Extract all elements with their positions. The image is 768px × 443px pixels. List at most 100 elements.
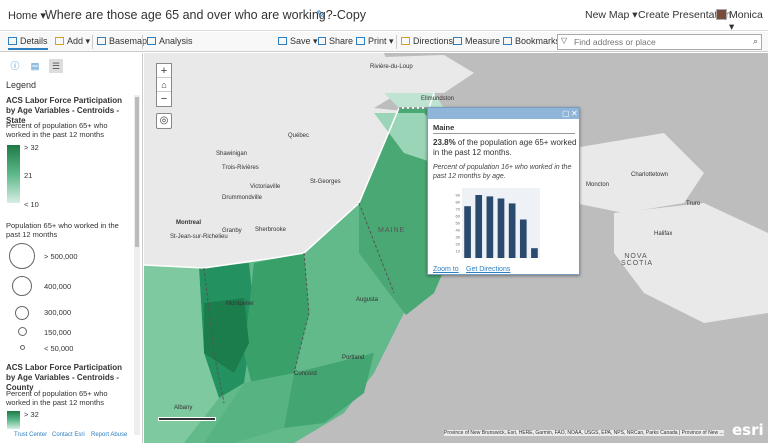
search-icon[interactable]: ⌕ bbox=[752, 36, 758, 46]
zoom-to-link[interactable]: Zoom to bbox=[433, 266, 459, 273]
directions-icon bbox=[401, 37, 410, 45]
divider bbox=[142, 35, 143, 49]
map-label: Drummondville bbox=[222, 195, 263, 201]
ramp-max-label: > 32 bbox=[24, 143, 39, 152]
new-map-menu[interactable]: New Map ▾ bbox=[585, 9, 638, 21]
search-dropdown-icon[interactable]: ▽ bbox=[561, 36, 568, 45]
y-tick-label: 30 bbox=[456, 235, 461, 240]
details-button[interactable]: Details bbox=[8, 36, 48, 50]
basemap-button[interactable]: Basemap bbox=[97, 36, 147, 46]
add-button[interactable]: Add ▾ bbox=[55, 36, 90, 47]
contact-esri-link[interactable]: Contact Esri bbox=[52, 432, 85, 438]
locate-icon[interactable]: ◎ bbox=[156, 113, 172, 129]
y-tick-label: 20 bbox=[456, 242, 461, 247]
size-label: < 50,000 bbox=[44, 344, 74, 353]
zoom-in-button[interactable]: + bbox=[157, 64, 171, 78]
layer1-field: Percent of population 65+ who worked in … bbox=[6, 121, 108, 139]
add-icon bbox=[55, 37, 64, 45]
search-input[interactable] bbox=[574, 36, 739, 48]
map-label: Charlottetown bbox=[631, 172, 669, 178]
create-presentation-link[interactable]: Create Presentation bbox=[638, 9, 732, 21]
map-view[interactable]: + ⌂ − ◎ Rivière-du-Loup Ellmundston Shaw… bbox=[144, 53, 768, 443]
scroll-thumb[interactable] bbox=[135, 97, 139, 247]
save-label: Save ▾ bbox=[290, 36, 318, 46]
map-label: Halifax bbox=[654, 231, 673, 237]
save-button[interactable]: Save ▾ bbox=[278, 36, 318, 47]
chart-bar[interactable] bbox=[519, 219, 527, 259]
share-button[interactable]: Share bbox=[318, 36, 353, 46]
bookmarks-button[interactable]: Bookmarks bbox=[503, 36, 560, 46]
scale-bar bbox=[158, 417, 216, 421]
chart-bar[interactable] bbox=[531, 248, 538, 258]
chart-bar[interactable] bbox=[464, 206, 471, 258]
sidebar-scrollbar[interactable] bbox=[134, 95, 140, 435]
chart-bar[interactable] bbox=[508, 203, 516, 258]
share-icon bbox=[318, 37, 326, 45]
map-label: Moncton bbox=[586, 182, 610, 188]
basemap-label: Basemap bbox=[109, 36, 148, 46]
map-label: Sherbrooke bbox=[255, 227, 287, 233]
content-icon[interactable]: ▤ bbox=[30, 61, 40, 71]
save-icon bbox=[278, 37, 287, 45]
analysis-button[interactable]: Analysis bbox=[147, 36, 193, 46]
user-menu[interactable]: Monica ▾ bbox=[729, 9, 763, 33]
share-label: Share bbox=[329, 36, 354, 46]
map-label: St-Jean-sur-Richelieu bbox=[170, 234, 228, 240]
map-label: Trois-Rivières bbox=[222, 165, 259, 171]
size-symbol bbox=[20, 345, 25, 350]
avatar[interactable] bbox=[716, 9, 727, 20]
size-label: 150,000 bbox=[44, 328, 72, 337]
size-field: Population 65+ who worked in the past 12… bbox=[6, 221, 119, 239]
edit-pencil-icon[interactable]: ✎ bbox=[316, 9, 326, 21]
y-tick-label: 40 bbox=[456, 228, 461, 233]
map-label: Augusta bbox=[356, 297, 379, 303]
home-menu[interactable]: Home ▾ bbox=[8, 10, 46, 22]
y-tick-label: 80 bbox=[456, 200, 461, 205]
zoom-out-button[interactable]: − bbox=[160, 93, 168, 105]
attribution: Province of New Brunswick, Esri, HERE, G… bbox=[444, 430, 724, 436]
analysis-icon bbox=[147, 37, 156, 45]
chart-bar[interactable] bbox=[486, 196, 494, 258]
layer2-field: Percent of population 65+ who worked in … bbox=[6, 389, 108, 407]
details-icon bbox=[8, 37, 17, 45]
popup-divider bbox=[433, 133, 575, 134]
color-ramp bbox=[7, 145, 20, 203]
directions-label: Directions bbox=[413, 36, 454, 46]
map-label: Truro bbox=[686, 201, 701, 207]
size-symbol bbox=[9, 243, 35, 269]
close-icon[interactable]: ✕ bbox=[571, 109, 578, 118]
directions-button[interactable]: Directions bbox=[401, 36, 453, 46]
bookmarks-label: Bookmarks bbox=[515, 36, 561, 46]
print-button[interactable]: Print ▾ bbox=[356, 36, 394, 47]
map-title: Where are those age 65 and over who are … bbox=[45, 8, 367, 22]
report-abuse-link[interactable]: Report Abuse bbox=[91, 432, 128, 438]
add-label: Add ▾ bbox=[67, 36, 91, 46]
measure-icon bbox=[453, 37, 462, 45]
map-label: Shawinigan bbox=[216, 151, 248, 157]
legend-heading: Legend bbox=[6, 80, 37, 90]
sidebar: ⓘ ▤ ☰ Legend ACS Labor Force Participati… bbox=[0, 53, 143, 443]
size-label: 400,000 bbox=[44, 282, 72, 291]
chart-bar[interactable] bbox=[497, 198, 505, 259]
size-label: > 500,000 bbox=[44, 252, 78, 261]
maximize-icon[interactable]: ▢ bbox=[562, 109, 570, 118]
y-tick-label: 90 bbox=[456, 193, 461, 198]
about-icon[interactable]: ⓘ bbox=[10, 61, 20, 71]
measure-button[interactable]: Measure bbox=[453, 36, 500, 46]
get-directions-link[interactable]: Get Directions bbox=[466, 266, 511, 273]
chart-bar[interactable] bbox=[475, 195, 483, 258]
map-label: Victoriaville bbox=[250, 184, 281, 190]
ramp-min-label: < 10 bbox=[24, 200, 39, 209]
popup-description: of the population age 65+ worked in the … bbox=[433, 138, 577, 157]
trust-center-link[interactable]: Trust Center bbox=[14, 432, 48, 438]
chart-caption: Percent of population 16+ who worked in … bbox=[433, 164, 572, 180]
map-label: Rivière-du-Loup bbox=[370, 64, 413, 70]
map-label: MAINE bbox=[378, 227, 406, 234]
home-extent-icon[interactable]: ⌂ bbox=[157, 78, 171, 92]
bookmarks-icon bbox=[503, 37, 512, 45]
print-label: Print ▾ bbox=[368, 36, 394, 46]
size-label: 300,000 bbox=[44, 308, 72, 317]
details-label: Details bbox=[20, 36, 48, 46]
ramp-mid-label: 21 bbox=[24, 171, 33, 180]
legend-icon[interactable]: ☰ bbox=[49, 59, 63, 73]
